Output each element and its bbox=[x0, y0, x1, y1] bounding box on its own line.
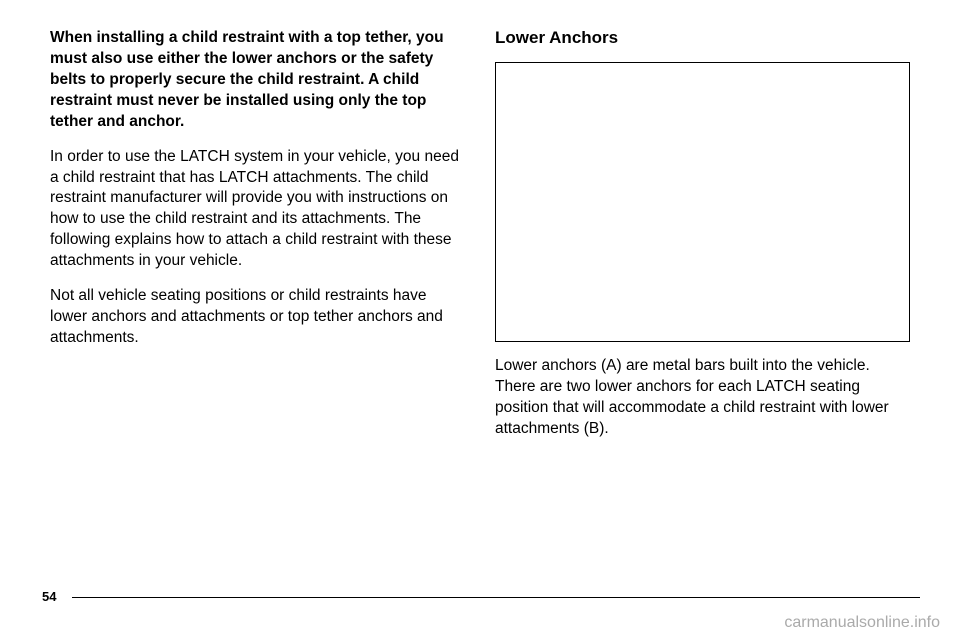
watermark: carmanualsonline.info bbox=[784, 614, 940, 632]
page-number: 54 bbox=[42, 589, 56, 604]
paragraph-2: In order to use the LATCH system in your… bbox=[50, 147, 465, 273]
footer-rule bbox=[72, 597, 920, 598]
section-title: Lower Anchors bbox=[495, 28, 910, 48]
image-placeholder bbox=[495, 62, 910, 342]
bold-paragraph: When installing a child restraint with a… bbox=[50, 28, 465, 133]
image-caption: Lower anchors (A) are metal bars built i… bbox=[495, 356, 910, 440]
paragraph-3: Not all vehicle seating positions or chi… bbox=[50, 286, 465, 349]
